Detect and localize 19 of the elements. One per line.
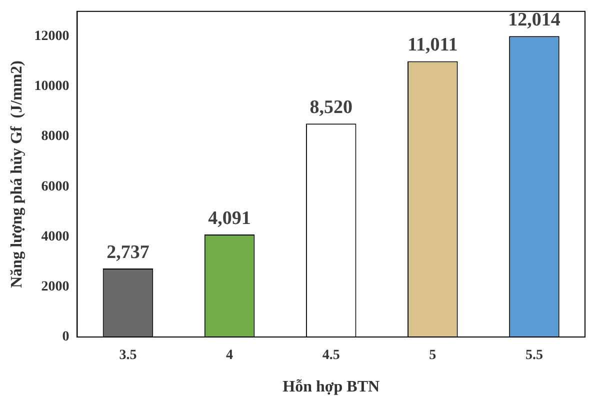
y-tick-label: 12000 <box>34 29 70 44</box>
data-label: 12,014 <box>508 10 561 30</box>
y-tick-label: 2000 <box>41 280 70 295</box>
x-tick-label: 3.5 <box>119 348 137 364</box>
y-tick-label: 0 <box>62 330 70 345</box>
x-tick-label: 5.5 <box>525 348 543 364</box>
data-label: 8,520 <box>310 97 352 118</box>
data-label: 11,011 <box>408 34 458 56</box>
y-axis-title: Năng lượng phá hủy Gf (J/mm2) <box>8 60 26 288</box>
y-tick-label: 8000 <box>41 129 70 144</box>
x-tick-label: 5 <box>429 348 436 364</box>
y-tick-label: 4000 <box>41 229 70 244</box>
x-tick-label: 4 <box>226 348 234 364</box>
x-tick-label: 4.5 <box>322 348 340 364</box>
y-tick-label: 6000 <box>41 179 70 194</box>
data-label: 4,091 <box>208 208 251 229</box>
y-tick-label: 10000 <box>34 79 70 94</box>
x-axis-title: Hỗn hợp BTN <box>282 378 380 396</box>
data-label: 2,737 <box>106 242 150 263</box>
